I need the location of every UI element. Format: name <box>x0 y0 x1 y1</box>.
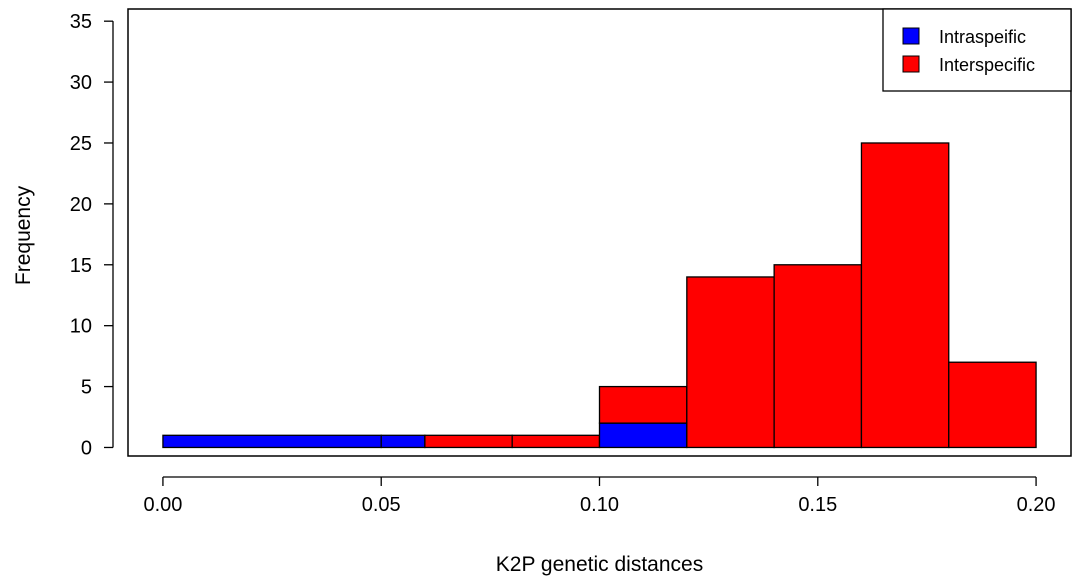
bar-intraspecific-bin-0 <box>162 434 382 449</box>
legend: Intraspeific Interspecific <box>882 8 1072 92</box>
legend-label: Interspecific <box>939 55 1035 75</box>
bar-interspecific-bin-5 <box>686 276 775 449</box>
x-axis-title: K2P genetic distances <box>496 553 703 576</box>
bar-interspecific-bin-3 <box>511 434 601 449</box>
legend-label: Intraspeific <box>939 27 1026 47</box>
bar-interspecific-bin-8 <box>948 361 1037 449</box>
legend-swatch <box>902 55 920 73</box>
x-tick-label: 0.00 <box>143 494 182 516</box>
y-tick-label: 15 <box>70 255 92 277</box>
y-axis: 0 5 10 15 20 25 30 35 <box>70 11 114 459</box>
legend-box <box>882 8 1072 92</box>
y-tick-label: 10 <box>70 316 92 338</box>
x-tick-label: 0.15 <box>798 494 837 516</box>
bar-interspecific-bin-2 <box>424 434 513 449</box>
plot-frame <box>127 8 1072 457</box>
bar-interspecific-bin-4 <box>598 385 688 424</box>
bars-layer <box>162 142 1037 449</box>
bar-interspecific-bin-7 <box>860 142 950 449</box>
y-tick-label: 30 <box>70 72 92 94</box>
y-tick-label: 5 <box>81 377 92 399</box>
bar-intraspecific-bin-4 <box>598 422 688 449</box>
x-tick-label: 0.05 <box>362 494 401 516</box>
bar-interspecific-bin-6 <box>773 264 863 449</box>
bar-intraspecific-bin-1 <box>380 434 426 449</box>
legend-swatch <box>902 27 920 45</box>
x-axis: 0.00 0.05 0.10 0.15 0.20 <box>143 476 1056 516</box>
x-tick-label: 0.20 <box>1017 494 1056 516</box>
y-tick-label: 20 <box>70 194 92 216</box>
y-tick-label: 25 <box>70 133 92 155</box>
x-tick-label: 0.10 <box>580 494 619 516</box>
y-tick-label: 0 <box>81 437 92 459</box>
y-axis-title: Frequency <box>12 185 35 285</box>
y-tick-label: 35 <box>70 11 92 33</box>
